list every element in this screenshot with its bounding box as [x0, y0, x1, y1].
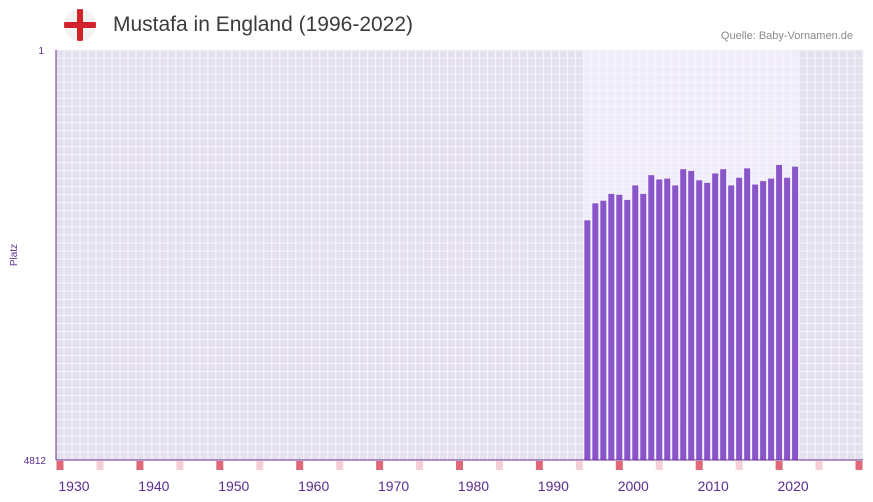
bar-2005: [672, 185, 679, 460]
x-tick-label-1950: 1950: [218, 478, 249, 494]
x-tick-label-1990: 1990: [538, 478, 569, 494]
bar-2017: [768, 178, 775, 460]
bar-2003: [656, 179, 663, 460]
x-tick-label-1970: 1970: [378, 478, 409, 494]
year-marker-1948: [216, 461, 224, 470]
x-tick-label-2010: 2010: [698, 478, 729, 494]
year-marker-1963: [336, 461, 344, 470]
year-marker-1968: [376, 461, 384, 470]
y-tick-label-top: 1: [38, 46, 44, 57]
x-tick-label-1940: 1940: [138, 478, 169, 494]
year-marker-2028: [855, 461, 863, 470]
year-marker-2008: [695, 461, 703, 470]
year-marker-1938: [136, 461, 144, 470]
year-marker-1933: [96, 461, 104, 470]
x-tick-label-1960: 1960: [298, 478, 329, 494]
year-marker-2023: [815, 461, 823, 470]
year-marker-2013: [735, 461, 743, 470]
year-marker-1983: [495, 461, 503, 470]
year-marker-1953: [256, 461, 264, 470]
x-tick-label-2000: 2000: [618, 478, 649, 494]
bar-2019: [784, 177, 791, 460]
bar-1997: [608, 193, 615, 460]
bar-2001: [640, 193, 647, 460]
year-marker-1993: [575, 461, 583, 470]
year-marker-1998: [615, 461, 623, 470]
year-marker-1973: [416, 461, 424, 470]
bar-2008: [696, 180, 703, 460]
bar-2010: [712, 173, 719, 460]
chart-title: Mustafa in England (1996-2022): [113, 13, 414, 36]
year-marker-2018: [775, 461, 783, 470]
year-marker-1958: [296, 461, 304, 470]
source-link[interactable]: Quelle: Baby-Vornamen.de: [720, 30, 853, 42]
bar-2002: [648, 175, 655, 460]
bar-2006: [680, 169, 687, 460]
bar-2000: [632, 185, 639, 460]
bar-2012: [728, 185, 735, 460]
england-flag-icon: [64, 9, 96, 41]
x-tick-label-2020: 2020: [778, 478, 809, 494]
year-marker-2003: [655, 461, 663, 470]
y-tick-label-bottom: 4812: [24, 456, 47, 467]
bar-2016: [760, 181, 767, 460]
x-tick-label-1930: 1930: [58, 478, 89, 494]
bar-1999: [624, 199, 631, 460]
bar-2007: [688, 170, 695, 460]
x-tick-label-1980: 1980: [458, 478, 489, 494]
year-marker-1943: [176, 461, 184, 470]
bar-2004: [664, 178, 671, 460]
bar-2014: [744, 168, 751, 460]
bar-2009: [704, 182, 711, 460]
year-marker-1988: [535, 461, 543, 470]
bar-2011: [720, 169, 727, 460]
bar-2018: [776, 164, 783, 460]
bar-2020: [792, 166, 799, 461]
year-marker-1928: [56, 461, 64, 470]
bar-1994: [584, 220, 591, 460]
year-marker-1978: [456, 461, 463, 470]
chart-header: Mustafa in England (1996-2022) Quelle: B…: [0, 0, 873, 48]
bar-1995: [592, 203, 599, 461]
bar-2015: [752, 184, 759, 460]
y-axis-label: Platz: [9, 244, 20, 266]
bar-1996: [600, 200, 607, 460]
bar-2013: [736, 177, 743, 460]
bar-1998: [616, 194, 623, 460]
